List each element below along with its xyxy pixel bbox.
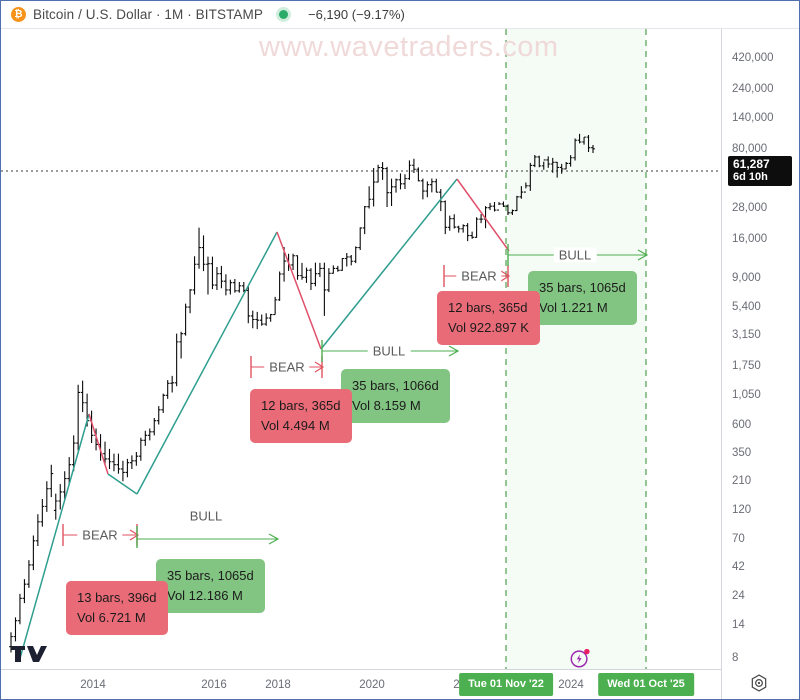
time-tick-5: 2024: [558, 679, 584, 691]
bull-label-1: BULL: [184, 508, 228, 524]
gear-icon[interactable]: [749, 673, 769, 693]
symbol-title[interactable]: Bitcoin / U.S. Dollar · 1M · BITSTAMP: [33, 7, 263, 22]
bear-vol-1: Vol 6.721 M: [77, 610, 146, 625]
bull-stats-box-2: 35 bars, 1066d Vol 8.159 M: [341, 369, 450, 423]
bear-bars-3: 12 bars, 365d: [448, 300, 528, 315]
price-tick-4: 28,000: [732, 202, 768, 214]
time-axis[interactable]: 201420162018202020222024 Tue 01 Nov '22W…: [1, 669, 721, 699]
bull-bars-1: 35 bars, 1065d: [167, 568, 254, 583]
price-change: −6,190 (−9.17%): [308, 7, 405, 22]
ohlc-bar-path: [9, 133, 595, 653]
price-tick-1: 240,000: [732, 83, 774, 95]
time-tick-0: 2014: [80, 679, 106, 691]
date-badge-0[interactable]: Tue 01 Nov '22: [459, 673, 553, 696]
price-tick-15: 70: [732, 533, 745, 545]
price-tick-3: 80,000: [732, 143, 768, 155]
bull-label-3: BULL: [553, 247, 597, 263]
price-tick-11: 600: [732, 419, 752, 431]
time-tick-1: 2016: [201, 679, 227, 691]
ohlc-bars: [9, 133, 595, 653]
date-badge-1[interactable]: Wed 01 Oct '25: [598, 673, 694, 696]
bear-vol-2: Vol 4.494 M: [261, 418, 330, 433]
bull-bars-2: 35 bars, 1066d: [352, 378, 439, 393]
bear-stats-box-1: 13 bars, 396d Vol 6.721 M: [66, 581, 168, 635]
price-chart-svg: [1, 29, 721, 669]
bear-stats-box-2: 12 bars, 365d Vol 4.494 M: [250, 389, 352, 443]
bear-label-3: BEAR: [456, 268, 502, 284]
bull-vol-1: Vol 12.186 M: [167, 588, 243, 603]
bull-stats-box-3: 35 bars, 1065d Vol 1.221 M: [528, 271, 637, 325]
bull-trendline-2: [320, 178, 458, 350]
bear-trendline-1: [276, 231, 322, 350]
price-tick-8: 3,150: [732, 329, 761, 341]
current-price-badge: 61,287 6d 10h: [728, 156, 792, 186]
bear-bars-2: 12 bars, 365d: [261, 398, 341, 413]
bear-vol-3: Vol 922.897 K: [448, 320, 529, 335]
price-tick-12: 350: [732, 447, 752, 459]
price-tick-14: 120: [732, 504, 752, 516]
price-tick-2: 140,000: [732, 112, 774, 124]
price-tick-13: 210: [732, 475, 752, 487]
cycle-3-markers: [443, 244, 649, 287]
time-tick-3: 2020: [359, 679, 385, 691]
bear-bars-1: 13 bars, 396d: [77, 590, 157, 605]
current-price-value: 61,287: [733, 157, 770, 171]
bull-bars-3: 35 bars, 1065d: [539, 280, 626, 295]
alert-lightning-icon[interactable]: [569, 647, 591, 669]
bear-label-2: BEAR: [264, 359, 310, 375]
price-tick-19: 8: [732, 652, 739, 664]
bear-trendline-2: [456, 178, 510, 252]
price-tick-9: 1,750: [732, 360, 761, 372]
price-tick-17: 24: [732, 590, 745, 602]
price-tick-0: 420,000: [732, 52, 774, 64]
chart-header: ₿ Bitcoin / U.S. Dollar · 1M · BITSTAMP …: [1, 1, 799, 29]
status-dot-icon: [279, 10, 288, 19]
forecast-band: [506, 29, 646, 669]
bull-trendline-0b: [107, 473, 138, 495]
time-tick-2: 2018: [265, 679, 291, 691]
bull-label-2: BULL: [367, 343, 411, 359]
price-tick-6: 9,000: [732, 272, 761, 284]
price-tick-10: 1,050: [732, 389, 761, 401]
bar-countdown: 6d 10h: [733, 171, 768, 183]
price-tick-7: 5,400: [732, 301, 761, 313]
price-tick-5: 16,000: [732, 233, 768, 245]
tradingview-logo-icon[interactable]: [11, 644, 47, 664]
trend-lines: [18, 178, 510, 663]
bear-label-1: BEAR: [77, 527, 123, 543]
price-tick-16: 42: [732, 561, 745, 573]
bear-trendline-0: [88, 413, 109, 475]
price-axis[interactable]: USD ▼ 420,000240,000140,00080,00028,0001…: [721, 1, 799, 699]
chart-plot-area[interactable]: www.wavetraders.com BEAR BULL BEAR BULL …: [1, 29, 721, 669]
bear-stats-box-3: 12 bars, 365d Vol 922.897 K: [437, 291, 540, 345]
bull-vol-2: Vol 8.159 M: [352, 398, 421, 413]
bull-trendline-0: [18, 413, 90, 663]
price-tick-18: 14: [732, 619, 745, 631]
bull-trendline-1: [136, 231, 278, 495]
bull-stats-box-1: 35 bars, 1065d Vol 12.186 M: [156, 559, 265, 613]
bitcoin-icon: ₿: [11, 7, 26, 22]
bull-vol-3: Vol 1.221 M: [539, 300, 608, 315]
